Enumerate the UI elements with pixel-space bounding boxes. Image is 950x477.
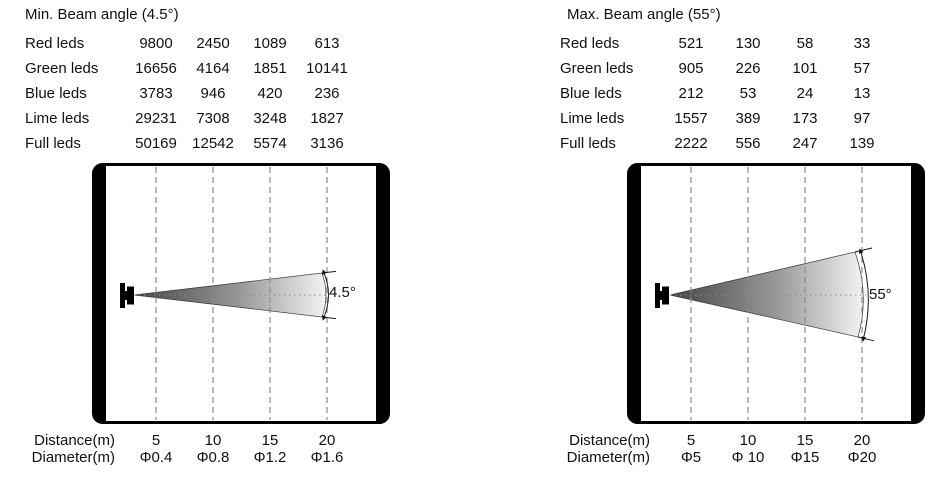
distance-value: 15: [796, 432, 814, 449]
distance-value: 10: [739, 432, 757, 449]
led-value: 905: [678, 60, 704, 77]
led-value: 9800: [139, 35, 173, 52]
diameter-value: Φ0.8: [196, 449, 230, 466]
distance-gridlines: [690, 167, 863, 420]
led-value: 3783: [139, 85, 173, 102]
led-value: 5574: [253, 135, 287, 152]
led-value: 521: [678, 35, 704, 52]
panel-title: Max. Beam angle (55°): [567, 6, 721, 23]
led-value: 3248: [253, 110, 287, 127]
room-frame: [92, 163, 390, 424]
led-row-label: Blue leds: [560, 85, 622, 102]
distance-value: 15: [261, 432, 279, 449]
led-value: 1851: [253, 60, 287, 77]
led-value: 2222: [674, 135, 708, 152]
angle-annotation: [854, 247, 875, 342]
led-row-label: Green leds: [560, 60, 634, 77]
led-value: 97: [853, 110, 871, 127]
led-value: 58: [796, 35, 814, 52]
led-value: 12542: [192, 135, 234, 152]
led-value: 3136: [310, 135, 344, 152]
led-value: 33: [853, 35, 871, 52]
led-value: 389: [735, 110, 761, 127]
diameter-value: Φ20: [847, 449, 877, 466]
panel-max-beam: Max. Beam angle (55°) Red leds 521 130 5…: [535, 0, 950, 477]
led-value: 420: [257, 85, 283, 102]
beam-angle-label: 55°: [869, 286, 892, 303]
led-value: 1089: [253, 35, 287, 52]
light-fixture-icon: [655, 283, 669, 308]
distance-axis-label: Distance(m): [569, 432, 650, 449]
diameter-axis-label: Diameter(m): [566, 449, 650, 466]
distance-value: 20: [318, 432, 336, 449]
led-value: 4164: [196, 60, 230, 77]
distance-axis-label: Distance(m): [34, 432, 115, 449]
beam-diagram-min: [92, 163, 390, 424]
led-row-label: Full leds: [560, 135, 616, 152]
led-value: 24: [796, 85, 814, 102]
led-row-label: Lime leds: [560, 110, 625, 127]
distance-value: 5: [686, 432, 696, 449]
beam-diagram-max: [627, 163, 925, 424]
led-value: 556: [735, 135, 761, 152]
diameter-axis-label: Diameter(m): [31, 449, 115, 466]
led-value: 613: [314, 35, 340, 52]
panel-title: Min. Beam angle (4.5°): [25, 6, 179, 23]
diameter-value: Φ0.4: [139, 449, 173, 466]
led-value: 50169: [135, 135, 177, 152]
distance-value: 5: [151, 432, 161, 449]
led-value: 1557: [674, 110, 708, 127]
led-value: 29231: [135, 110, 177, 127]
led-value: 173: [792, 110, 818, 127]
led-value: 57: [853, 60, 871, 77]
led-row-label: Full leds: [25, 135, 81, 152]
angle-annotation: [321, 269, 337, 321]
led-row-label: Lime leds: [25, 110, 90, 127]
led-value: 101: [792, 60, 818, 77]
light-fixture-icon: [120, 283, 134, 308]
led-value: 139: [849, 135, 875, 152]
diameter-value: Φ15: [790, 449, 820, 466]
diameter-value: Φ1.6: [310, 449, 344, 466]
distance-gridlines: [155, 167, 328, 420]
led-value: 236: [314, 85, 340, 102]
led-value: 16656: [135, 60, 177, 77]
distance-value: 10: [204, 432, 222, 449]
distance-value: 20: [853, 432, 871, 449]
led-value: 212: [678, 85, 704, 102]
led-row-label: Red leds: [25, 35, 85, 52]
led-value: 226: [735, 60, 761, 77]
panel-min-beam: Min. Beam angle (4.5°) Red leds 9800 245…: [0, 0, 440, 477]
led-value: 13: [853, 85, 871, 102]
led-value: 2450: [196, 35, 230, 52]
led-value: 10141: [306, 60, 348, 77]
beam-cone: [669, 251, 864, 338]
led-value: 130: [735, 35, 761, 52]
diameter-value: Φ1.2: [253, 449, 287, 466]
led-row-label: Green leds: [25, 60, 99, 77]
led-value: 1827: [310, 110, 344, 127]
led-value: 946: [200, 85, 226, 102]
led-value: 7308: [196, 110, 230, 127]
led-value: 53: [739, 85, 757, 102]
led-value: 247: [792, 135, 818, 152]
diameter-value: Φ 10: [731, 449, 765, 466]
beam-angle-label: 4.5°: [329, 284, 356, 301]
led-row-label: Blue leds: [25, 85, 87, 102]
led-row-label: Red leds: [560, 35, 620, 52]
diameter-value: Φ5: [680, 449, 702, 466]
room-frame: [627, 163, 925, 424]
